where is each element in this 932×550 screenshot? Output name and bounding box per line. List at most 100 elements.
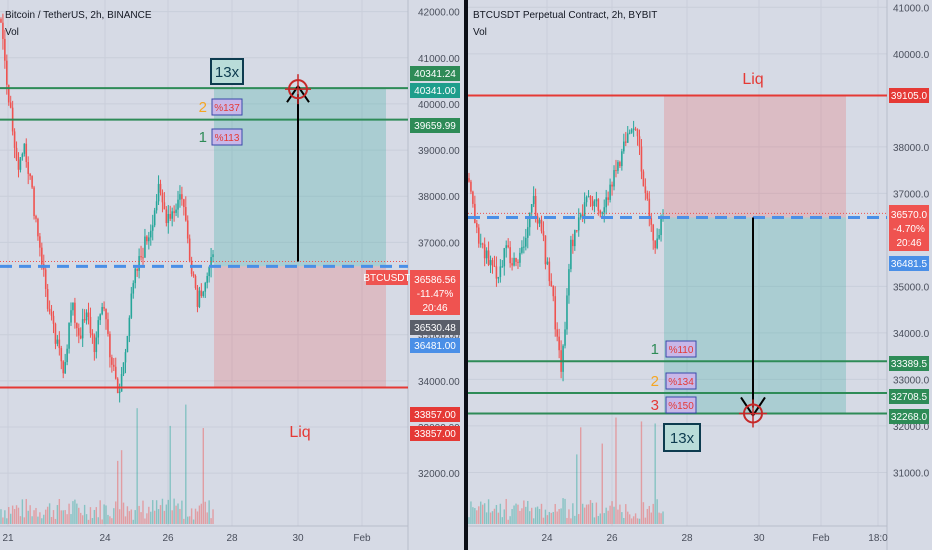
left-volume-bar (45, 509, 47, 524)
left-candle-body (128, 317, 131, 336)
left-volume-bar (140, 512, 142, 524)
right-candle-body (470, 181, 472, 192)
right-volume-bar (519, 510, 521, 524)
left-candle-body (183, 199, 185, 208)
left-volume-bar (52, 510, 55, 524)
right-volume-bar (581, 503, 584, 524)
right-chart-panel[interactable]: 13x 1 %110 2 %134 3 %150 Liq 41000.0 40000.0 38000… (468, 0, 932, 550)
left-candle-body (175, 209, 177, 213)
right-volume-bar (646, 508, 649, 524)
right-candle-body (556, 329, 558, 337)
right-volume-bar (617, 509, 619, 524)
left-candle-body (52, 315, 55, 324)
right-candle-body (617, 162, 619, 171)
right-volume-bar (650, 512, 652, 524)
left-candle-body (165, 209, 168, 224)
right-volume-bar (591, 502, 594, 524)
right-candle-body (481, 243, 484, 245)
left-tag-entry: 36481.00 (414, 341, 456, 352)
right-volume-bar (609, 505, 611, 524)
right-volume-bar (632, 516, 635, 524)
left-price-tick: 34000.00 (418, 377, 460, 388)
right-candle-body (476, 223, 478, 228)
left-price-tick: 38000.00 (418, 192, 460, 203)
right-volume-bar (476, 510, 478, 524)
right-tag-t1-bg (889, 356, 929, 371)
left-candle-body (79, 335, 82, 339)
left-candle-body (83, 319, 86, 321)
right-volume-bar (517, 504, 519, 524)
left-volume-bar (204, 501, 206, 524)
left-price-tick: 35000.00 (418, 331, 460, 342)
left-volume-bar (105, 505, 107, 524)
left-volume-bar (19, 516, 22, 524)
right-candle-body (579, 214, 582, 218)
left-chart-canvas[interactable]: 13x 2 %137 1 %113 Liq 42000.00 41000.00 40000.00… (0, 0, 464, 550)
right-time-tick: 28 (681, 533, 693, 544)
left-leverage-box (210, 58, 244, 85)
left-chart-panel[interactable]: 13x 2 %137 1 %113 Liq 42000.00 41000.00 40000.00… (0, 0, 464, 550)
left-candle-body (87, 312, 90, 317)
right-volume-bar (638, 518, 641, 524)
left-volume-bar (159, 505, 162, 524)
right-volume-bar (489, 512, 492, 524)
right-candle-body (603, 207, 606, 213)
left-price-change: -11.47% (417, 289, 454, 300)
left-price-tick: 37000.00 (418, 238, 460, 249)
right-candle-body (601, 212, 604, 214)
right-candle-body (489, 260, 492, 265)
right-leverage-label: 13x (670, 430, 695, 447)
right-target-pct-box (665, 396, 697, 414)
left-time-tick: Feb (353, 533, 371, 544)
right-candle-body (623, 141, 625, 152)
right-volume-bar (642, 502, 645, 524)
left-volume-bar (25, 498, 27, 524)
left-tag-tp2-bg (410, 83, 460, 98)
right-candle-body (593, 201, 596, 207)
right-volume-bar (630, 518, 633, 524)
right-volume-bar (552, 511, 554, 524)
left-candle-body (114, 366, 117, 379)
left-candle-body (194, 275, 197, 288)
left-candle-body (25, 143, 28, 163)
left-volume-bar (64, 510, 66, 524)
right-candle-body (530, 204, 533, 213)
right-volume-bar (656, 499, 658, 524)
right-candle-body (615, 170, 617, 172)
right-candle-body (577, 217, 580, 231)
left-volume-bar (128, 511, 131, 524)
right-countdown: 20:46 (896, 238, 921, 249)
right-candle-body (472, 191, 474, 204)
left-candle-body (50, 311, 53, 316)
right-candle-body (503, 248, 506, 267)
right-candle-body (626, 133, 629, 143)
left-candle-body (95, 337, 98, 353)
right-candle-body (634, 128, 637, 130)
left-price-tick: 42000.00 (418, 8, 460, 19)
left-candle-body (144, 236, 146, 258)
left-candle-body (68, 322, 70, 349)
left-tag-entry-bg (410, 338, 460, 353)
left-candle-body (27, 162, 30, 174)
left-candle-body (155, 201, 158, 211)
left-tag-tp3-bg (410, 118, 460, 133)
right-volume-bar (523, 500, 525, 524)
right-volume-bar (480, 501, 482, 524)
right-chart-canvas[interactable]: 13x 1 %110 2 %134 3 %150 Liq 41000.0 40000.0 38000… (468, 0, 932, 550)
left-candle-body (19, 157, 22, 170)
right-volume-bar (527, 500, 529, 524)
left-volume-bar (35, 507, 37, 524)
right-candle-body (587, 196, 590, 198)
right-time-tick: 24 (541, 533, 553, 544)
left-candle-body (138, 256, 140, 271)
left-candle-body (151, 225, 154, 231)
right-candle-body (642, 171, 645, 187)
left-volume-bar (122, 502, 125, 524)
left-candle-body (206, 276, 208, 283)
right-tag-t2-bg (889, 389, 929, 404)
left-volume-bar (111, 518, 113, 524)
left-volume-bar (31, 516, 33, 524)
right-candle-body (509, 247, 511, 264)
left-candle-body (181, 194, 183, 200)
left-volume-bar (196, 511, 199, 524)
